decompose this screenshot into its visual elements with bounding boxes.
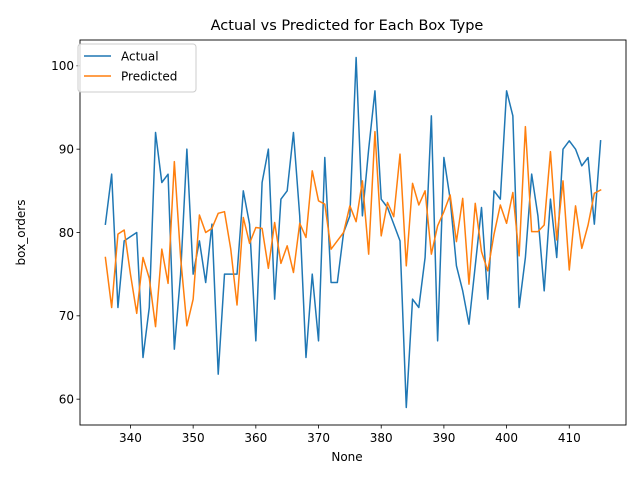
series-layer — [104, 56, 602, 409]
legend: Actual Predicted — [77, 43, 197, 93]
series-line-predicted — [104, 125, 602, 328]
x-tick-label: 400 — [495, 431, 518, 445]
y-axis: 60 70 80 90 100 — [51, 59, 80, 406]
series-line-actual — [104, 56, 602, 409]
legend-label-predicted: Predicted — [121, 70, 177, 84]
x-tick-label: 340 — [119, 431, 142, 445]
x-axis: 340 350 360 370 380 390 400 410 — [119, 425, 581, 445]
x-tick-label: 410 — [558, 431, 581, 445]
x-tick-label: 350 — [182, 431, 205, 445]
x-tick-label: 360 — [244, 431, 267, 445]
x-tick-label: 370 — [307, 431, 330, 445]
y-tick-label: 70 — [59, 309, 74, 323]
x-axis-label: None — [331, 450, 362, 464]
plot-frame — [79, 39, 627, 426]
y-tick-label: 90 — [59, 142, 74, 156]
legend-label-actual: Actual — [121, 50, 159, 64]
y-tick-label: 60 — [59, 392, 74, 406]
y-tick-label: 100 — [51, 59, 74, 73]
chart-title: Actual vs Predicted for Each Box Type — [211, 18, 484, 34]
x-tick-label: 380 — [370, 431, 393, 445]
x-tick-label: 390 — [432, 431, 455, 445]
y-tick-label: 80 — [59, 226, 74, 240]
y-axis-label: box_orders — [14, 200, 28, 266]
